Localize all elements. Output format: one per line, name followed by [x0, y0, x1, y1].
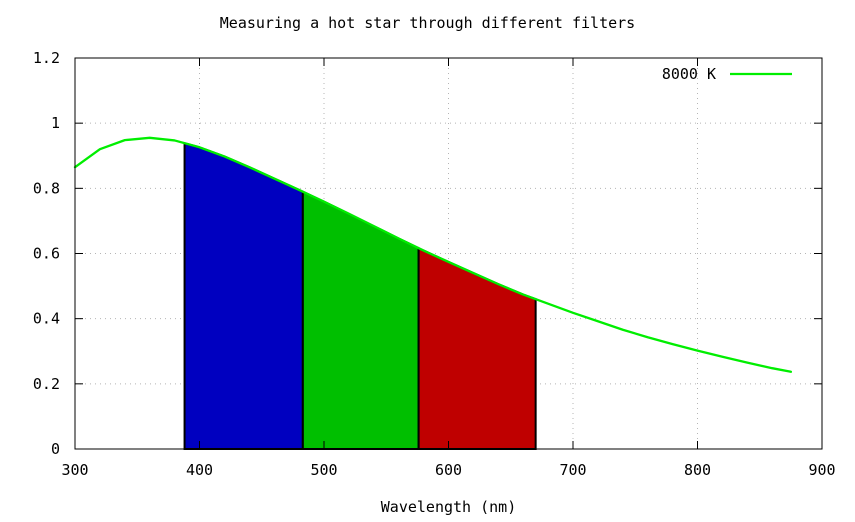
- x-tick-label: 500: [310, 461, 337, 479]
- y-tick-label: 0: [51, 440, 60, 458]
- x-tick-label: 900: [808, 461, 835, 479]
- curve-layer: [73, 136, 793, 373]
- x-tick-label: 300: [61, 461, 88, 479]
- filter-band-2: [301, 190, 420, 450]
- y-tick-label: 1: [51, 114, 60, 132]
- chart-title: Measuring a hot star through different f…: [220, 14, 635, 32]
- filter-areas: [183, 141, 537, 450]
- filter-band-3: [417, 246, 537, 450]
- axis-layer: 300 400 500 600 700 800 900 0 0.2 0.4 0.6 0.8 1 1.2: [33, 49, 836, 479]
- y-tick-label: 0.6: [33, 245, 60, 263]
- y-tick-label: 0.8: [33, 179, 60, 197]
- x-axis-label: Wavelength (nm): [381, 498, 516, 516]
- y-tick-label: 0.2: [33, 375, 60, 393]
- series-line-8000k: [73, 136, 793, 373]
- y-tick-label: 0.4: [33, 310, 60, 328]
- x-tick-label: 700: [559, 461, 586, 479]
- y-tick-label: 1.2: [33, 49, 60, 67]
- x-tick-label: 800: [684, 461, 711, 479]
- x-tick-label: 600: [435, 461, 462, 479]
- filter-band-1: [183, 141, 304, 450]
- legend: 8000 K: [662, 65, 792, 83]
- legend-label: 8000 K: [662, 65, 716, 83]
- x-tick-label: 400: [186, 461, 213, 479]
